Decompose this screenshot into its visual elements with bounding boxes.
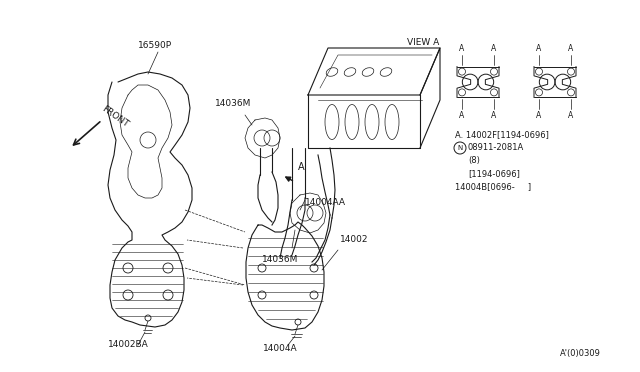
Text: A: A	[460, 111, 465, 121]
Text: A: A	[492, 44, 497, 52]
Text: 14036M: 14036M	[215, 99, 252, 108]
Text: (8): (8)	[468, 157, 480, 166]
Text: A: A	[568, 111, 573, 121]
Text: N: N	[458, 145, 463, 151]
Text: A: A	[460, 44, 465, 52]
Text: A: A	[568, 44, 573, 52]
Text: A'(0)0309: A'(0)0309	[560, 349, 601, 358]
Text: 14004B[0696-     ]: 14004B[0696- ]	[455, 183, 531, 192]
Text: [1194-0696]: [1194-0696]	[468, 170, 520, 179]
Text: 14036M: 14036M	[262, 255, 298, 264]
Text: A: A	[492, 111, 497, 121]
Text: A. 14002F[1194-0696]: A. 14002F[1194-0696]	[455, 130, 549, 139]
Text: 14002: 14002	[340, 235, 369, 244]
Text: FRONT: FRONT	[100, 105, 130, 129]
Text: 16590P: 16590P	[138, 41, 172, 50]
Text: A: A	[536, 44, 541, 52]
Text: VIEW A: VIEW A	[407, 38, 439, 47]
Text: A: A	[298, 162, 305, 172]
Text: 08911-2081A: 08911-2081A	[468, 144, 524, 153]
Text: 14004AA: 14004AA	[305, 198, 346, 207]
Text: 14002BA: 14002BA	[108, 340, 148, 349]
Text: A: A	[536, 111, 541, 121]
Text: 14004A: 14004A	[262, 344, 298, 353]
